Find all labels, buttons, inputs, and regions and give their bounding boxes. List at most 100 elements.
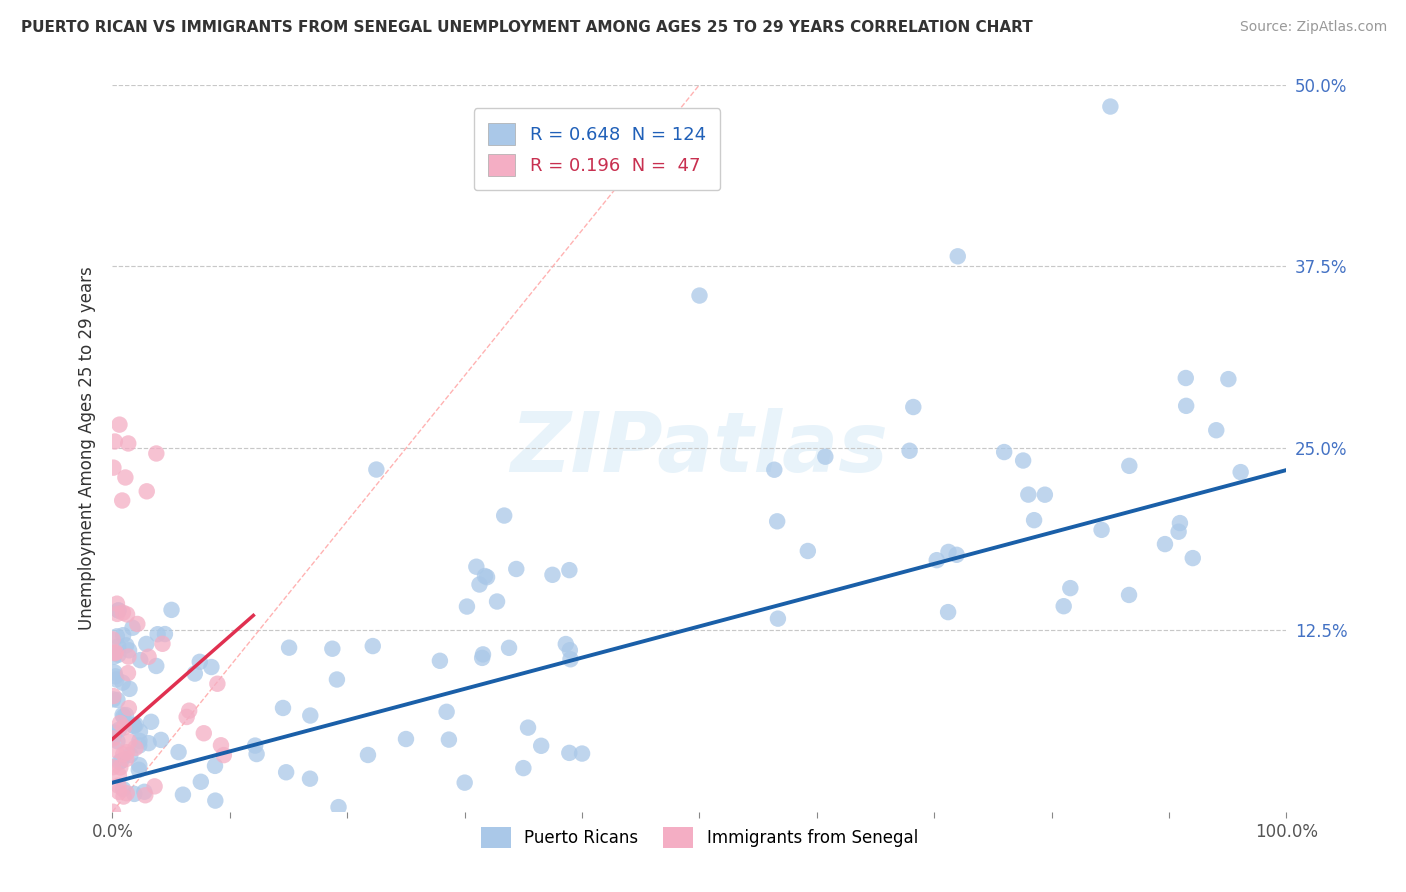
- Immigrants from Senegal: [111, 493, 134, 508]
- Puerto Ricans: [135, 637, 157, 651]
- Immigrants from Senegal: [105, 597, 128, 611]
- Immigrants from Senegal: [152, 637, 174, 651]
- Puerto Ricans: [429, 654, 451, 668]
- Puerto Ricans: [167, 745, 190, 759]
- Immigrants from Senegal: [193, 726, 215, 740]
- Puerto Ricans: [541, 567, 564, 582]
- Puerto Ricans: [486, 594, 509, 608]
- Puerto Ricans: [1118, 588, 1140, 602]
- Puerto Ricans: [1099, 99, 1122, 113]
- Puerto Ricans: [766, 514, 789, 528]
- Puerto Ricans: [1181, 551, 1204, 566]
- Puerto Ricans: [1033, 488, 1056, 502]
- Puerto Ricans: [472, 648, 495, 662]
- Puerto Ricans: [436, 705, 458, 719]
- Puerto Ricans: [298, 772, 321, 786]
- Immigrants from Senegal: [143, 780, 166, 794]
- Puerto Ricans: [1167, 524, 1189, 539]
- Puerto Ricans: [134, 785, 156, 799]
- Puerto Ricans: [128, 758, 150, 772]
- Puerto Ricans: [204, 759, 226, 773]
- Puerto Ricans: [104, 669, 127, 683]
- Puerto Ricans: [149, 732, 172, 747]
- Puerto Ricans: [128, 763, 150, 777]
- Puerto Ricans: [395, 731, 418, 746]
- Immigrants from Senegal: [104, 434, 127, 449]
- Puerto Ricans: [1218, 372, 1240, 386]
- Puerto Ricans: [1053, 599, 1076, 614]
- Puerto Ricans: [204, 794, 226, 808]
- Puerto Ricans: [103, 665, 125, 680]
- Puerto Ricans: [278, 640, 301, 655]
- Text: ZIPatlas: ZIPatlas: [510, 408, 889, 489]
- Puerto Ricans: [1012, 453, 1035, 467]
- Puerto Ricans: [124, 787, 146, 801]
- Puerto Ricans: [200, 660, 222, 674]
- Puerto Ricans: [139, 714, 162, 729]
- Puerto Ricans: [122, 719, 145, 733]
- Puerto Ricans: [689, 288, 711, 302]
- Immigrants from Senegal: [108, 768, 131, 782]
- Puerto Ricans: [112, 782, 135, 797]
- Puerto Ricans: [138, 736, 160, 750]
- Puerto Ricans: [120, 747, 142, 762]
- Puerto Ricans: [1022, 513, 1045, 527]
- Immigrants from Senegal: [115, 745, 138, 759]
- Immigrants from Senegal: [104, 646, 127, 660]
- Puerto Ricans: [107, 648, 129, 662]
- Puerto Ricans: [1175, 399, 1198, 413]
- Puerto Ricans: [103, 649, 125, 664]
- Puerto Ricans: [498, 640, 520, 655]
- Puerto Ricans: [321, 641, 343, 656]
- Puerto Ricans: [111, 707, 134, 722]
- Puerto Ricans: [558, 563, 581, 577]
- Puerto Ricans: [925, 553, 948, 567]
- Immigrants from Senegal: [118, 701, 141, 715]
- Puerto Ricans: [107, 603, 129, 617]
- Puerto Ricans: [271, 701, 294, 715]
- Puerto Ricans: [121, 621, 143, 635]
- Puerto Ricans: [108, 755, 131, 769]
- Puerto Ricans: [361, 639, 384, 653]
- Puerto Ricans: [1229, 465, 1251, 479]
- Immigrants from Senegal: [145, 446, 167, 460]
- Puerto Ricans: [105, 673, 128, 687]
- Puerto Ricans: [160, 603, 183, 617]
- Puerto Ricans: [530, 739, 553, 753]
- Puerto Ricans: [512, 761, 534, 775]
- Puerto Ricans: [517, 721, 540, 735]
- Immigrants from Senegal: [112, 721, 135, 735]
- Puerto Ricans: [993, 445, 1015, 459]
- Puerto Ricans: [125, 718, 148, 732]
- Puerto Ricans: [554, 637, 576, 651]
- Puerto Ricans: [129, 653, 152, 667]
- Puerto Ricans: [456, 599, 478, 614]
- Puerto Ricans: [471, 651, 494, 665]
- Puerto Ricans: [101, 692, 124, 706]
- Puerto Ricans: [763, 463, 786, 477]
- Puerto Ricans: [766, 612, 789, 626]
- Puerto Ricans: [453, 775, 475, 789]
- Puerto Ricans: [184, 666, 207, 681]
- Immigrants from Senegal: [138, 649, 160, 664]
- Puerto Ricans: [814, 450, 837, 464]
- Immigrants from Senegal: [117, 436, 139, 450]
- Puerto Ricans: [474, 569, 496, 583]
- Puerto Ricans: [190, 774, 212, 789]
- Puerto Ricans: [112, 628, 135, 642]
- Immigrants from Senegal: [114, 470, 136, 484]
- Immigrants from Senegal: [101, 632, 124, 647]
- Text: Source: ZipAtlas.com: Source: ZipAtlas.com: [1240, 20, 1388, 34]
- Immigrants from Senegal: [134, 789, 156, 803]
- Puerto Ricans: [505, 562, 527, 576]
- Puerto Ricans: [326, 673, 349, 687]
- Puerto Ricans: [128, 739, 150, 753]
- Puerto Ricans: [103, 725, 125, 739]
- Puerto Ricans: [936, 605, 959, 619]
- Immigrants from Senegal: [111, 606, 134, 620]
- Immigrants from Senegal: [101, 760, 124, 774]
- Puerto Ricans: [115, 708, 138, 723]
- Immigrants from Senegal: [108, 417, 131, 432]
- Legend: Puerto Ricans, Immigrants from Senegal: Puerto Ricans, Immigrants from Senegal: [474, 821, 925, 855]
- Immigrants from Senegal: [112, 747, 135, 762]
